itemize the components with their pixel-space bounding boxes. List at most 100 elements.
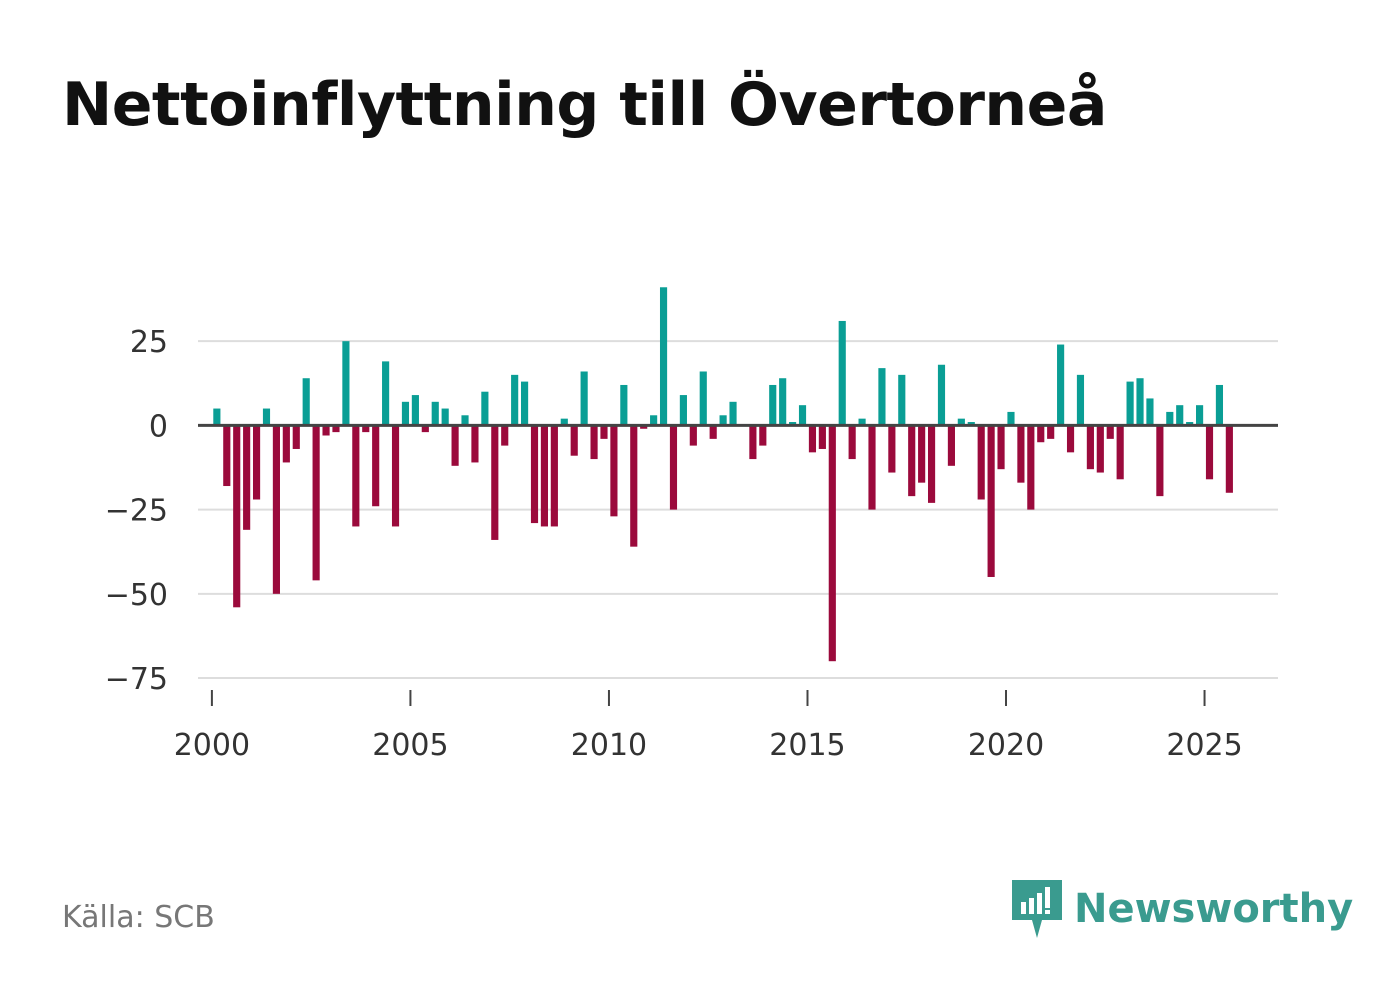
bar (1205, 425, 1214, 480)
bar (729, 401, 737, 426)
y-tick-label: −25 (105, 494, 168, 529)
x-tick-label: 2010 (571, 728, 647, 763)
bars (213, 287, 1233, 662)
bar (888, 425, 896, 473)
y-tick-label: 25 (130, 325, 168, 360)
bar (282, 425, 290, 463)
bar (401, 401, 410, 426)
x-tick-label: 2005 (372, 728, 448, 763)
bar (243, 425, 251, 530)
bar (759, 425, 767, 446)
x-tick-label: 2015 (769, 728, 845, 763)
bar (362, 425, 370, 433)
bar (1096, 425, 1104, 473)
bar (997, 425, 1005, 470)
bar (1027, 425, 1035, 510)
bar (391, 425, 400, 527)
bar (1116, 425, 1124, 480)
x-tick-label: 2025 (1166, 728, 1242, 763)
bar (431, 401, 439, 426)
bar (878, 368, 886, 426)
bar (1225, 425, 1233, 493)
bar (1086, 425, 1094, 470)
bar (689, 425, 697, 446)
bar (411, 395, 419, 426)
bar (382, 361, 390, 426)
bar (659, 287, 668, 426)
bar (272, 425, 280, 594)
bar (570, 425, 578, 456)
bar (789, 422, 797, 426)
bar (332, 425, 340, 433)
bar (957, 418, 965, 426)
bar (352, 425, 360, 527)
bar (322, 425, 330, 436)
bar (441, 408, 449, 426)
bar (580, 371, 588, 426)
bar (1076, 374, 1085, 426)
bar (987, 425, 995, 577)
gridlines (198, 340, 1278, 680)
bar (798, 405, 807, 426)
bar (530, 425, 539, 524)
brand: Newsworthy (1012, 880, 1353, 938)
chart-title: Nettoinflyttning till Övertorneå (62, 70, 1107, 140)
x-tick-label: 2000 (174, 728, 250, 763)
bar (838, 320, 846, 426)
bar (610, 425, 618, 517)
bar (858, 418, 866, 426)
bar (848, 425, 856, 460)
bar (699, 371, 707, 426)
bar (1215, 384, 1224, 426)
bar (372, 425, 380, 507)
bar (709, 425, 717, 439)
y-axis: 25 0 −25 −50 −75 (105, 325, 168, 697)
bar (808, 425, 817, 453)
x-tick-label: 2020 (968, 728, 1044, 763)
bar (908, 425, 916, 497)
bar (967, 422, 975, 426)
bar (977, 425, 985, 500)
bar (262, 408, 271, 426)
bar (1017, 425, 1025, 483)
bar (630, 425, 638, 547)
y-tick-label: −75 (105, 662, 168, 697)
bar (471, 425, 479, 463)
bar (550, 425, 558, 527)
bar (540, 425, 549, 527)
newsworthy-logo-icon (1012, 880, 1062, 938)
bar (1106, 425, 1114, 439)
bar (679, 395, 687, 426)
bar (828, 425, 836, 662)
bar (1196, 405, 1204, 426)
bar (1156, 425, 1164, 497)
bar (1047, 425, 1055, 439)
bar (640, 425, 648, 429)
bar (937, 364, 946, 426)
bar (947, 425, 955, 466)
y-tick-label: −50 (105, 578, 168, 613)
bar (1146, 398, 1154, 426)
bar (511, 374, 519, 426)
bar (620, 384, 628, 426)
bar (1066, 425, 1075, 453)
brand-name: Newsworthy (1074, 886, 1354, 932)
bar (451, 425, 459, 466)
bar (749, 425, 757, 460)
bar (223, 425, 231, 487)
bar (342, 341, 350, 426)
bar (1136, 378, 1144, 426)
bar (491, 425, 499, 540)
bar (1186, 422, 1194, 426)
bar (1126, 381, 1134, 426)
bar (481, 391, 489, 426)
bar (1176, 405, 1184, 426)
bar (560, 418, 568, 426)
x-axis: 2000 2005 2010 2015 2020 2025 (174, 690, 1243, 763)
bar (1057, 344, 1065, 426)
bar (719, 415, 727, 426)
bar (501, 425, 509, 446)
bar (927, 425, 936, 503)
bar (898, 374, 906, 426)
bar (669, 425, 678, 510)
